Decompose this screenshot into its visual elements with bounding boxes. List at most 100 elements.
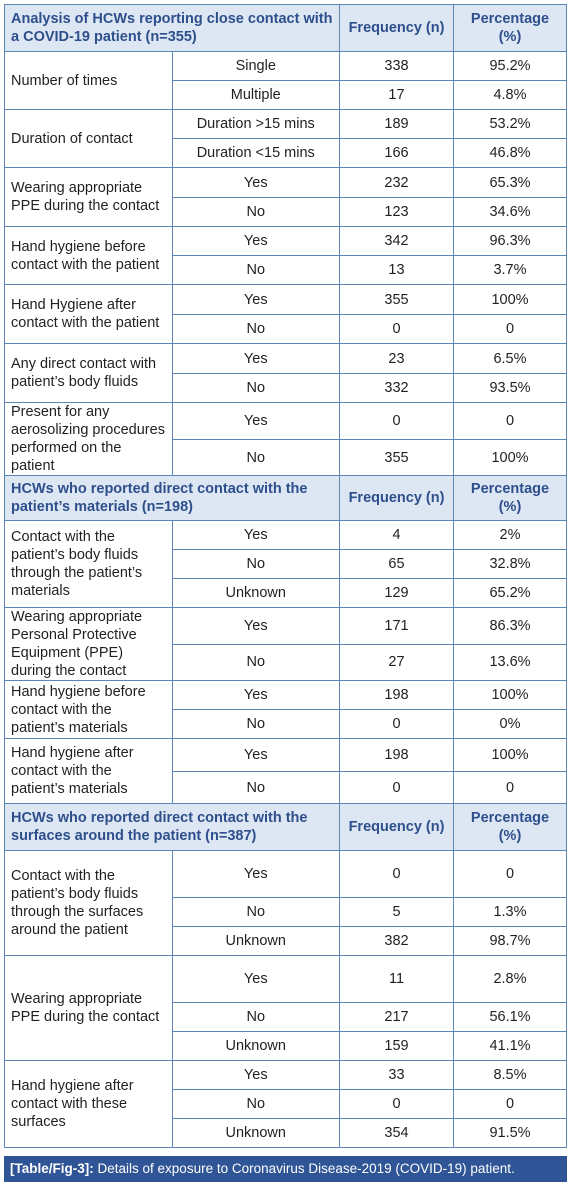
caption-label: [Table/Fig-3]: (10, 1161, 94, 1176)
row-option: No (171, 897, 340, 927)
row-option: No (171, 1089, 340, 1119)
table-row: Unknown 382 98.7% (5, 926, 567, 956)
frequency-cell: 0 (339, 771, 454, 804)
percentage-cell: 65.3% (453, 167, 567, 198)
table-row: Duration of contact Duration >15 mins 189 5… (4, 109, 567, 168)
row-option: Yes (171, 680, 340, 710)
frequency-cell: 27 (339, 643, 454, 681)
row-option: Yes (171, 1060, 340, 1090)
frequency-cell: 0 (339, 850, 454, 898)
percentage-cell: 0 (453, 1089, 567, 1119)
percentage-cell: 100% (453, 439, 567, 476)
table-row: Hand hygiene before contact with the pat… (4, 226, 567, 285)
row-option: Unknown (171, 926, 340, 956)
frequency-header: Frequency (n) (339, 4, 454, 52)
percentage-cell: 32.8% (453, 549, 567, 579)
table-row: Hand Hygiene after contact with the pati… (4, 284, 567, 344)
frequency-cell: 355 (339, 439, 454, 476)
table-row: Wearing appropriate Personal Protective … (4, 607, 567, 681)
table-row: Contact with the patient’s body fluids t… (4, 850, 567, 956)
caption-text: Details of exposure to Coronavirus Disea… (97, 1161, 515, 1176)
table-row: No 0 0 (5, 771, 567, 804)
frequency-cell: 166 (339, 138, 454, 168)
percentage-cell: 86.3% (453, 607, 567, 645)
row-option: No (171, 439, 340, 476)
row-group-label: Number of times (4, 51, 173, 110)
percentage-cell: 13.6% (453, 643, 567, 681)
row-option: Yes (171, 850, 340, 898)
row-option: Yes (171, 167, 340, 198)
percentage-cell: 65.2% (453, 578, 567, 608)
row-option: Unknown (171, 578, 340, 608)
percentage-cell: 6.5% (453, 343, 567, 374)
percentage-cell: 96.3% (453, 226, 567, 256)
percentage-cell: 98.7% (453, 926, 567, 956)
row-option: No (171, 771, 340, 804)
row-option: No (171, 373, 340, 403)
frequency-cell: 382 (339, 926, 454, 956)
row-option: No (171, 255, 340, 285)
row-option: Yes (171, 401, 340, 441)
frequency-cell: 65 (339, 549, 454, 579)
frequency-cell: 13 (339, 255, 454, 285)
row-option: No (171, 1002, 340, 1032)
frequency-cell: 355 (339, 284, 454, 315)
percentage-cell: 0% (453, 709, 567, 739)
row-option: Yes (171, 607, 340, 645)
frequency-cell: 332 (339, 373, 454, 403)
percentage-cell: 0 (453, 771, 567, 804)
frequency-cell: 0 (339, 1089, 454, 1119)
percentage-cell: 4.8% (453, 80, 567, 110)
row-option: No (171, 709, 340, 739)
section-header-row: Analysis of HCWs reporting close contact… (4, 4, 567, 52)
frequency-cell: 33 (339, 1060, 454, 1090)
row-group-label: Wearing appropriate Personal Protective … (4, 607, 173, 681)
frequency-cell: 171 (339, 607, 454, 645)
percentage-cell: 53.2% (453, 109, 567, 139)
frequency-cell: 23 (339, 343, 454, 374)
row-group-label: Present for any aerosolizing procedures … (4, 402, 173, 476)
table-row: Hand hygiene after contact with these su… (4, 1060, 567, 1148)
frequency-cell: 354 (339, 1118, 454, 1148)
table-caption: [Table/Fig-3]: Details of exposure to Co… (4, 1156, 567, 1182)
row-option: Yes (171, 955, 340, 1003)
row-option: Duration <15 mins (171, 138, 340, 168)
row-group-label: Contact with the patient’s body fluids t… (4, 520, 173, 608)
percentage-cell: 3.7% (453, 255, 567, 285)
frequency-header: Frequency (n) (339, 803, 454, 851)
table-row: Multiple 17 4.8% (5, 80, 567, 110)
table-row: No 65 32.8% (5, 549, 567, 579)
row-group-label: Hand Hygiene after contact with the pati… (4, 284, 173, 344)
percentage-header: Percentage (%) (453, 4, 567, 52)
percentage-header: Percentage (%) (453, 803, 567, 851)
percentage-cell: 56.1% (453, 1002, 567, 1032)
frequency-cell: 123 (339, 197, 454, 227)
percentage-cell: 0 (453, 850, 567, 898)
percentage-cell: 8.5% (453, 1060, 567, 1090)
percentage-cell: 2% (453, 520, 567, 550)
frequency-cell: 11 (339, 955, 454, 1003)
row-group-label: Any direct contact with patient’s body f… (4, 343, 173, 403)
row-option: Unknown (171, 1118, 340, 1148)
frequency-cell: 0 (339, 709, 454, 739)
percentage-cell: 0 (453, 401, 567, 441)
section-title: HCWs who reported direct contact with th… (4, 803, 340, 851)
percentage-cell: 1.3% (453, 897, 567, 927)
table-row: Wearing appropriate PPE during the conta… (4, 955, 567, 1061)
table-row: No 0 0% (5, 709, 567, 739)
table-row: Number of times Single 338 95.2% (4, 51, 567, 110)
row-group-label: Wearing appropriate PPE during the conta… (4, 955, 173, 1061)
frequency-cell: 342 (339, 226, 454, 256)
percentage-header: Percentage (%) (453, 475, 567, 521)
section-title: Analysis of HCWs reporting close contact… (4, 4, 340, 52)
frequency-cell: 217 (339, 1002, 454, 1032)
frequency-cell: 129 (339, 578, 454, 608)
row-option: Yes (171, 284, 340, 315)
frequency-cell: 198 (339, 738, 454, 772)
frequency-cell: 0 (339, 401, 454, 441)
percentage-cell: 93.5% (453, 373, 567, 403)
percentage-cell: 100% (453, 284, 567, 315)
row-option: No (171, 643, 340, 681)
percentage-cell: 100% (453, 680, 567, 710)
